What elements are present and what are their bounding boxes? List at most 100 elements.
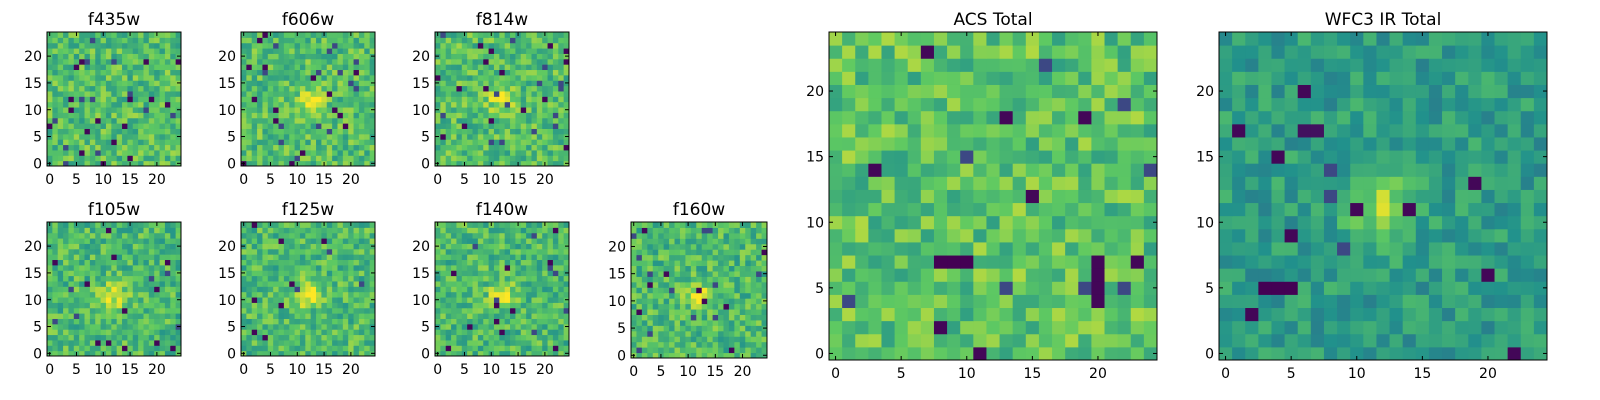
heatmap-cell [105, 96, 112, 103]
heatmap-cell [148, 227, 155, 234]
heatmap-cell [504, 222, 511, 228]
heatmap-cell [251, 80, 258, 87]
heatmap-cell [358, 133, 365, 140]
heatmap-cell [504, 313, 511, 319]
heatmap-cell [63, 74, 69, 81]
heatmap-cell [262, 149, 269, 156]
heatmap-cell [663, 292, 670, 299]
heatmap-cell [631, 336, 637, 343]
heatmap-cell [89, 307, 96, 314]
heatmap-cell [148, 64, 155, 71]
heatmap-cell [445, 58, 452, 65]
heatmap-cell [515, 155, 522, 162]
heatmap-cell [170, 313, 177, 319]
heatmap-cell [73, 149, 80, 156]
heatmap-cell [369, 155, 376, 162]
heatmap-cell [1065, 268, 1079, 282]
heatmap-cell [761, 254, 768, 261]
heatmap-cell [294, 339, 301, 346]
heatmap-cell [159, 313, 166, 319]
heatmap-cell [685, 298, 692, 305]
heatmap-cell [488, 307, 495, 314]
heatmap-cell [734, 243, 741, 250]
heatmap-cell [89, 302, 96, 309]
heatmap-cell [456, 329, 463, 336]
heatmap-cell [337, 69, 344, 76]
heatmap-cell [488, 243, 495, 250]
heatmap-cell [246, 112, 253, 119]
heatmap-cell [164, 227, 171, 234]
heatmap-cell [750, 238, 757, 245]
heatmap-cell [456, 160, 463, 167]
heatmap-cell [305, 139, 312, 146]
heatmap-cell [1130, 255, 1145, 269]
heatmap-cell [273, 85, 280, 92]
heatmap-cell [289, 248, 296, 255]
heatmap-cell [1065, 346, 1079, 361]
heatmap-cell [321, 80, 328, 87]
heatmap-cell [1038, 281, 1053, 295]
heatmap-cell [111, 238, 118, 244]
heatmap-cell [515, 107, 522, 113]
heatmap-cell [960, 241, 974, 256]
heatmap-cell [641, 336, 648, 343]
heatmap-cell [445, 85, 452, 92]
heatmap-cell [358, 53, 365, 60]
heatmap-cell [1025, 150, 1040, 164]
heatmap-cell [316, 259, 322, 266]
heatmap-cell [289, 270, 296, 277]
heatmap-cell [504, 64, 511, 71]
heatmap-cell [79, 107, 86, 113]
heatmap-cell [57, 307, 64, 314]
heatmap-cell [440, 345, 447, 352]
heatmap-cell [122, 74, 128, 81]
heatmap-cell [520, 80, 527, 87]
heatmap-cell [526, 155, 532, 162]
heatmap-cell [435, 318, 441, 325]
heatmap-cell [499, 139, 506, 146]
heatmap-cell [369, 112, 376, 119]
heatmap-cell [868, 333, 882, 348]
heatmap-cell [461, 339, 468, 346]
heatmap-cell [641, 222, 648, 228]
heatmap-cell [652, 347, 659, 354]
heatmap-cell [894, 333, 909, 348]
heatmap-cell [1130, 268, 1145, 282]
heatmap-cell [542, 259, 549, 266]
heatmap-cell [636, 270, 643, 277]
heatmap-cell [273, 107, 280, 113]
heatmap-cell [472, 313, 479, 319]
heatmap-cell [520, 101, 527, 108]
heatmap-cell [920, 307, 935, 322]
heatmap-cell [52, 254, 59, 261]
heatmap-cell [829, 150, 843, 164]
heatmap-cell [510, 275, 516, 282]
heatmap-cell [321, 238, 328, 244]
heatmap-cell [262, 302, 269, 309]
heatmap-cell [542, 275, 549, 282]
heatmap-cell [1104, 189, 1119, 204]
heatmap-cell [278, 123, 285, 129]
heatmap-cell [531, 345, 538, 352]
heatmap-cell [241, 85, 247, 92]
heatmap-cell [353, 32, 360, 38]
heatmap-cell [526, 144, 532, 151]
heatmap-cell [631, 292, 637, 299]
heatmap-cell [723, 314, 730, 321]
heatmap-cell [57, 96, 64, 103]
heatmap-cell [316, 139, 322, 146]
heatmap-cell [127, 90, 134, 97]
heatmap-cell [342, 270, 349, 277]
heatmap-cell [278, 270, 285, 277]
heatmap-cell [445, 107, 452, 113]
heatmap-cell [563, 339, 570, 346]
heatmap-cell [369, 286, 376, 293]
heatmap-cell [278, 64, 285, 71]
heatmap-cell [547, 291, 554, 298]
heatmap-cell [674, 341, 681, 348]
heatmap-cell [531, 32, 538, 38]
heatmap-cell [175, 307, 182, 314]
heatmap-cell [456, 74, 463, 81]
heatmap-cell [907, 241, 922, 256]
y-tick-label: 15 [218, 266, 236, 282]
